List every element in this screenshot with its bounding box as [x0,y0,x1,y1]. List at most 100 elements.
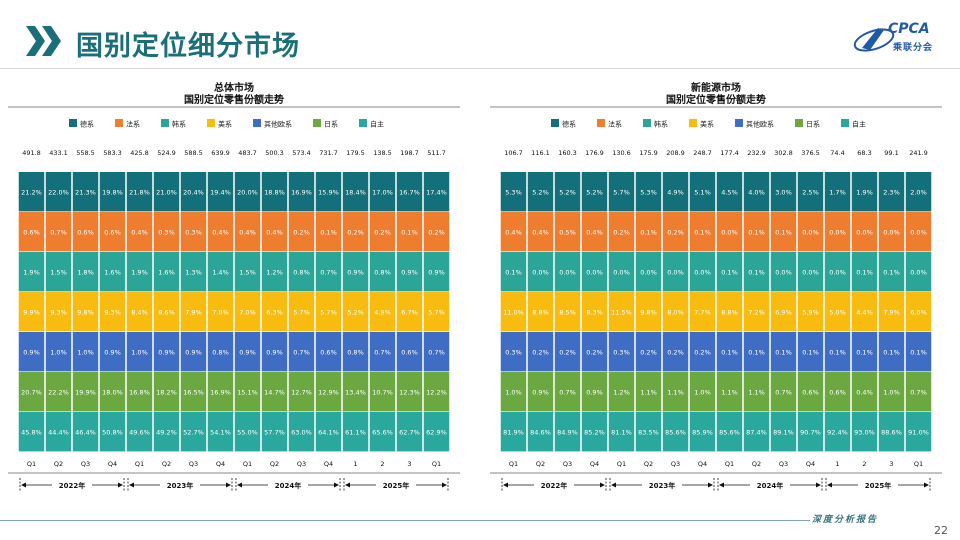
total-label: 175.9 [639,149,658,157]
bar-value-label: 0.0% [802,269,819,277]
bar-value-label: 6.7% [401,309,418,317]
total-label: 731.7 [319,149,338,157]
bar-segment [45,252,72,292]
bar-value-label: 0.2% [293,229,310,237]
bar-value-label: 0.1% [775,229,792,237]
bar-segment [99,332,126,372]
bar-value-label: 0.3% [505,349,522,357]
bar-segment [288,172,315,212]
total-label: 130.6 [612,149,631,157]
bar-value-label: 0.9% [239,349,256,357]
bar-value-label: 0.0% [883,229,900,237]
total-label: 302.8 [774,149,793,157]
x-tick-label: Q2 [644,460,653,468]
bar-segment [527,372,554,412]
x-tick-label: Q4 [590,460,599,468]
bar-segment [608,332,635,372]
bar-value-label: 65.6% [372,429,393,437]
bar-segment [824,332,851,372]
bar-segment [396,172,423,212]
bar-value-label: 0.9% [104,349,121,357]
total-label: 558.5 [76,149,95,157]
bar-segment [851,292,878,332]
bar-segment [662,372,689,412]
bar-value-label: 12.9% [318,389,339,397]
chart-panel-overall: 总体市场 国别定位零售份额走势 德系 法系 韩系 美系 其他欧系 日系 自主 491.8 433.1… [8,78,460,498]
bar-segment [99,172,126,212]
bar-segment [770,372,797,412]
bar-segment [180,212,207,252]
bar-segment [743,372,770,412]
bar-value-label: 0.7% [374,349,391,357]
bar-segment [207,412,234,452]
bar-segment [99,292,126,332]
bar-segment [315,332,342,372]
bar-segment [369,332,396,372]
bar-value-label: 0.4% [532,229,549,237]
logo-text: CPCA [888,21,930,37]
bar-segment [369,292,396,332]
legend-swatch [207,119,215,127]
bar-value-label: 10.7% [372,389,393,397]
bar-segment [770,412,797,452]
bar-value-label: 0.3% [158,229,175,237]
bar-segment [342,372,369,412]
bar-value-label: 0.0% [829,269,846,277]
bar-segment [689,292,716,332]
bar-value-label: 0.9% [158,349,175,357]
year-bracket-arrow [611,482,616,488]
bar-value-label: 84.9% [557,429,578,437]
bar-segment [207,212,234,252]
bar-value-label: 0.2% [532,349,549,357]
bar-value-label: 0.9% [586,389,603,397]
bar-value-label: 11.5% [611,309,632,317]
bar-value-label: 0.0% [802,229,819,237]
bar-segment [689,212,716,252]
legend-label: 日系 [806,120,820,129]
bar-value-label: 8.8% [532,309,549,317]
bar-value-label: 16.7% [399,189,420,197]
bar-segment [662,172,689,212]
bar-value-label: 81.9% [503,429,524,437]
bar-value-label: 1.6% [104,269,121,277]
bar-value-label: 20.7% [21,389,42,397]
bar-segment [261,212,288,252]
bar-segment [396,292,423,332]
bar-value-label: 2.5% [802,189,819,197]
bar-value-label: 21.0% [156,189,177,197]
legend-label: 美系 [218,120,232,129]
bar-value-label: 19.9% [75,389,96,397]
bar-value-label: 19.8% [102,189,123,197]
bar-segment [153,372,180,412]
bar-value-label: 1.0% [505,389,522,397]
legend-swatch [689,119,697,127]
bar-value-label: 2.3% [883,189,900,197]
footer-divider [0,520,810,521]
bar-value-label: 17.0% [372,189,393,197]
bar-value-label: 0.6% [77,229,94,237]
bar-value-label: 55.0% [237,429,258,437]
bar-value-label: 0.5% [559,229,576,237]
total-label: 639.9 [211,149,230,157]
bar-value-label: 0.1% [883,349,900,357]
bar-value-label: 20.0% [237,189,258,197]
bar-segment [423,212,450,252]
bar-segment [423,372,450,412]
bar-value-label: 0.1% [748,269,765,277]
total-label: 241.9 [909,149,928,157]
bar-value-label: 15.1% [237,389,258,397]
bar-segment [824,292,851,332]
bar-segment [554,412,581,452]
bar-value-label: 0.0% [640,269,657,277]
bar-value-label: 6.3% [266,309,283,317]
total-label: 138.5 [373,149,392,157]
bar-segment [527,292,554,332]
bar-value-label: 93.0% [854,429,875,437]
total-label: 500.3 [265,149,284,157]
bar-value-label: 8.0% [667,309,684,317]
bar-segment [180,412,207,452]
bar-value-label: 0.9% [185,349,202,357]
x-tick-label: Q1 [27,460,36,468]
bar-segment [18,172,45,212]
bar-value-label: 3.0% [775,189,792,197]
